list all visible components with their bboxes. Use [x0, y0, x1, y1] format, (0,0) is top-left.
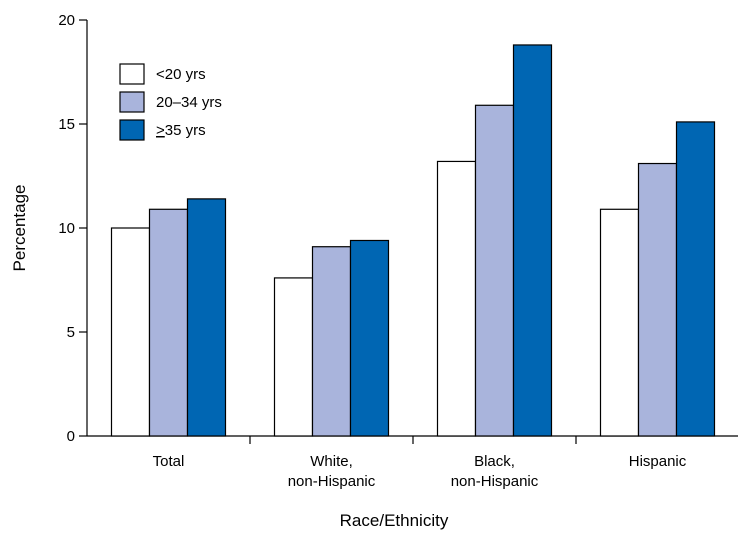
legend-label: >35 yrs	[156, 122, 206, 139]
category-label-line: non-Hispanic	[451, 473, 539, 490]
legend-label-symbol: >	[156, 122, 165, 139]
bar	[675, 121, 716, 437]
y-tick-label: 0	[67, 428, 75, 445]
bar	[436, 160, 477, 437]
category-label: White, non-Hispanic	[288, 453, 376, 490]
x-axis-title: Race/Ethnicity	[340, 511, 449, 530]
legend-swatch	[119, 63, 145, 85]
y-tick-label: 10	[58, 220, 75, 237]
category-label: Total	[153, 453, 185, 470]
category-label-line: Black,	[474, 453, 515, 470]
bars	[110, 44, 716, 437]
bar	[148, 208, 189, 437]
bar	[512, 44, 553, 437]
y-axis-title: Percentage	[10, 185, 29, 272]
legend-label: <20 yrs	[156, 66, 206, 83]
bar	[273, 277, 314, 437]
bar	[637, 162, 678, 437]
bar	[110, 227, 151, 437]
category-label-line: Total	[153, 453, 185, 470]
legend-swatch	[119, 91, 145, 113]
legend-label: 20–34 yrs	[156, 94, 222, 111]
bar	[474, 104, 515, 437]
legend: <20 yrs 20–34 yrs >35 yrs	[119, 63, 222, 141]
category-label-line: White,	[310, 453, 353, 470]
category-label-line: Hispanic	[629, 453, 687, 470]
y-tick-label: 5	[67, 324, 75, 341]
bar	[599, 208, 640, 437]
legend-swatch	[119, 119, 145, 141]
bar	[349, 239, 390, 437]
legend-label-text: 35 yrs	[165, 122, 206, 139]
bar	[186, 198, 227, 437]
category-label: Hispanic	[629, 453, 687, 470]
category-label: Black, non-Hispanic	[451, 453, 539, 490]
y-tick-label: 15	[58, 116, 75, 133]
bar	[311, 246, 352, 437]
y-tick-label: 20	[58, 12, 75, 29]
category-label-line: non-Hispanic	[288, 473, 376, 490]
category-labels: Total White, non-Hispanic Black, non-Hispani…	[153, 453, 687, 490]
